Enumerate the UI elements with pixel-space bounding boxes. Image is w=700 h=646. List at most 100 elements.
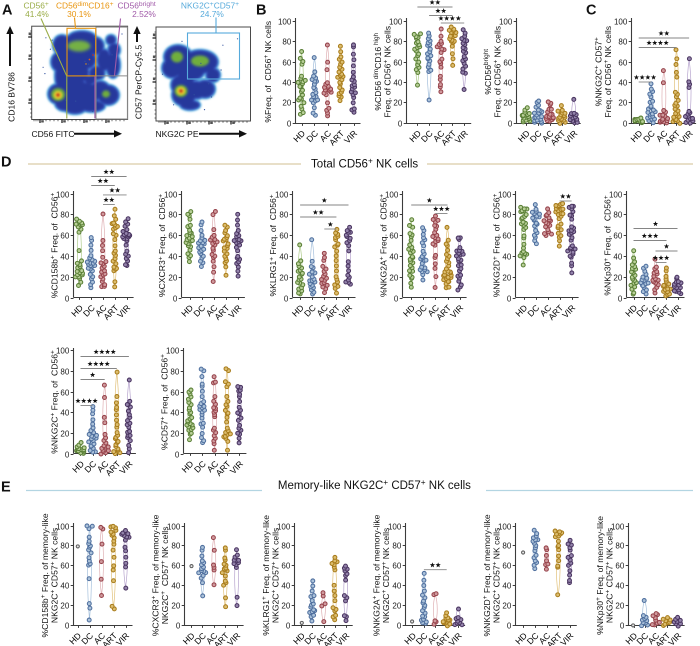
svg-text:Freq. of CD56+ NK cells: Freq. of CD56+ NK cells xyxy=(492,26,502,118)
svg-text:Total CD56+ NK cells: Total CD56+ NK cells xyxy=(311,157,418,171)
svg-text:80: 80 xyxy=(171,541,180,550)
svg-text:A: A xyxy=(2,3,13,19)
svg-text:20: 20 xyxy=(392,601,401,610)
svg-text:40: 40 xyxy=(170,408,179,417)
svg-text:20: 20 xyxy=(502,601,511,610)
svg-text:80: 80 xyxy=(613,210,622,219)
svg-text:60: 60 xyxy=(171,561,180,570)
svg-text:100: 100 xyxy=(499,17,513,26)
svg-text:100: 100 xyxy=(275,190,289,199)
svg-text:40: 40 xyxy=(503,78,512,87)
svg-text:100: 100 xyxy=(166,346,180,355)
svg-text:%CD57+ Freq. of CD56+: %CD57+ Freq. of CD56+ xyxy=(160,354,170,450)
svg-text:CD57 PerCP-Cy5.5: CD57 PerCP-Cy5.5 xyxy=(134,45,144,119)
svg-text:80: 80 xyxy=(281,541,290,550)
svg-text:60: 60 xyxy=(170,388,179,397)
svg-text:40: 40 xyxy=(618,78,627,87)
svg-text:80: 80 xyxy=(618,37,627,46)
svg-text:NKG2C+ CD57+ NK cells: NKG2C+ CD57+ NK cells xyxy=(160,527,170,625)
svg-text:40: 40 xyxy=(168,252,177,261)
svg-text:80: 80 xyxy=(168,210,177,219)
svg-text:100: 100 xyxy=(385,190,399,199)
svg-text:CD56bright: CD56bright xyxy=(118,0,156,10)
svg-text:Freq. of CD56+ NK cells: Freq. of CD56+ NK cells xyxy=(383,26,393,118)
svg-text:20: 20 xyxy=(60,601,69,610)
svg-text:D: D xyxy=(1,155,11,171)
svg-text:%KLRG1+ Freq. of CD56+: %KLRG1+ Freq. of CD56+ xyxy=(268,194,278,296)
svg-text:%NKG2A+ Freq. of memory-like: %NKG2A+ Freq. of memory-like xyxy=(372,514,382,636)
svg-text:60: 60 xyxy=(618,58,627,67)
svg-text:0: 0 xyxy=(173,294,178,303)
svg-text:20: 20 xyxy=(389,273,398,282)
svg-text:0: 0 xyxy=(618,294,623,303)
svg-text:100: 100 xyxy=(388,522,402,531)
svg-text:20: 20 xyxy=(279,273,288,282)
svg-text:40: 40 xyxy=(281,581,290,590)
svg-text:100: 100 xyxy=(277,522,291,531)
svg-text:60: 60 xyxy=(503,58,512,67)
svg-text:60: 60 xyxy=(393,58,402,67)
svg-text:40: 40 xyxy=(502,252,511,261)
svg-text:80: 80 xyxy=(389,210,398,219)
svg-text:20: 20 xyxy=(502,273,511,282)
svg-text:0: 0 xyxy=(508,119,513,128)
svg-text:80: 80 xyxy=(170,367,179,376)
svg-text:20: 20 xyxy=(281,601,290,610)
svg-text:100: 100 xyxy=(389,17,403,26)
svg-text:80: 80 xyxy=(60,367,69,376)
svg-text:80: 80 xyxy=(503,37,512,46)
svg-text:%NKG2A+ Freq. of CD56+: %NKG2A+ Freq. of CD56+ xyxy=(378,194,388,297)
svg-text:20: 20 xyxy=(618,98,627,107)
svg-text:Memory-like NKG2C+ CD57+ NK ce: Memory-like NKG2C+ CD57+ NK cells xyxy=(278,478,471,492)
svg-text:60: 60 xyxy=(502,561,511,570)
svg-text:100: 100 xyxy=(498,522,512,531)
svg-text:100: 100 xyxy=(164,190,178,199)
svg-text:100: 100 xyxy=(56,346,70,355)
svg-text:0: 0 xyxy=(286,621,291,630)
svg-text:40: 40 xyxy=(615,581,624,590)
svg-text:60: 60 xyxy=(392,561,401,570)
svg-text:0: 0 xyxy=(507,294,512,303)
svg-text:60: 60 xyxy=(615,561,624,570)
svg-text:%CXCR3+ Freq. of memory-like: %CXCR3+ Freq. of memory-like xyxy=(151,514,161,636)
svg-text:NKG2C+ CD57+ NK cells: NKG2C+ CD57+ NK cells xyxy=(50,528,60,623)
svg-text:0: 0 xyxy=(284,294,289,303)
svg-text:0: 0 xyxy=(65,450,70,459)
svg-text:%NKG2C+ CD57+: %NKG2C+ CD57+ xyxy=(594,37,604,106)
svg-text:0: 0 xyxy=(623,119,628,128)
svg-text:%NKp30+ Freq. of memory-like: %NKp30+ Freq. of memory-like xyxy=(595,516,605,635)
svg-text:80: 80 xyxy=(393,37,402,46)
svg-text:40: 40 xyxy=(60,408,69,417)
svg-text:100: 100 xyxy=(56,522,70,531)
svg-text:20: 20 xyxy=(60,273,69,282)
svg-text:%CD158b+ Freq. of memory-like: %CD158b+ Freq. of memory-like xyxy=(40,513,50,637)
svg-text:100: 100 xyxy=(498,190,512,199)
svg-text:0: 0 xyxy=(287,119,292,128)
svg-text:20: 20 xyxy=(503,98,512,107)
svg-text:30.1%: 30.1% xyxy=(67,9,91,19)
svg-text:80: 80 xyxy=(279,210,288,219)
svg-text:40: 40 xyxy=(171,581,180,590)
svg-text:0: 0 xyxy=(397,621,402,630)
svg-text:40: 40 xyxy=(393,78,402,87)
svg-text:60: 60 xyxy=(279,231,288,240)
svg-text:NKG2C PE: NKG2C PE xyxy=(156,129,199,139)
svg-text:20: 20 xyxy=(282,98,291,107)
svg-text:100: 100 xyxy=(56,190,70,199)
svg-text:%CD158b+ Freq. of CD56+: %CD158b+ Freq. of CD56+ xyxy=(50,193,60,299)
svg-text:NKG2C+ CD57+ NK cells: NKG2C+ CD57+ NK cells xyxy=(381,528,391,623)
svg-text:%NKp30+ Freq. of CD56+: %NKp30+ Freq. of CD56+ xyxy=(603,195,613,295)
svg-text:100: 100 xyxy=(609,190,623,199)
svg-text:B: B xyxy=(256,3,266,19)
svg-text:80: 80 xyxy=(615,541,624,550)
svg-text:40: 40 xyxy=(502,581,511,590)
svg-text:20: 20 xyxy=(613,273,622,282)
svg-text:80: 80 xyxy=(392,541,401,550)
svg-text:80: 80 xyxy=(282,37,291,46)
svg-text:0: 0 xyxy=(394,294,399,303)
svg-text:%NKG2C+ Freq. of CD56+: %NKG2C+ Freq. of CD56+ xyxy=(50,350,60,454)
svg-text:20: 20 xyxy=(393,98,402,107)
svg-text:80: 80 xyxy=(502,210,511,219)
svg-text:60: 60 xyxy=(613,231,622,240)
svg-text:20: 20 xyxy=(170,429,179,438)
